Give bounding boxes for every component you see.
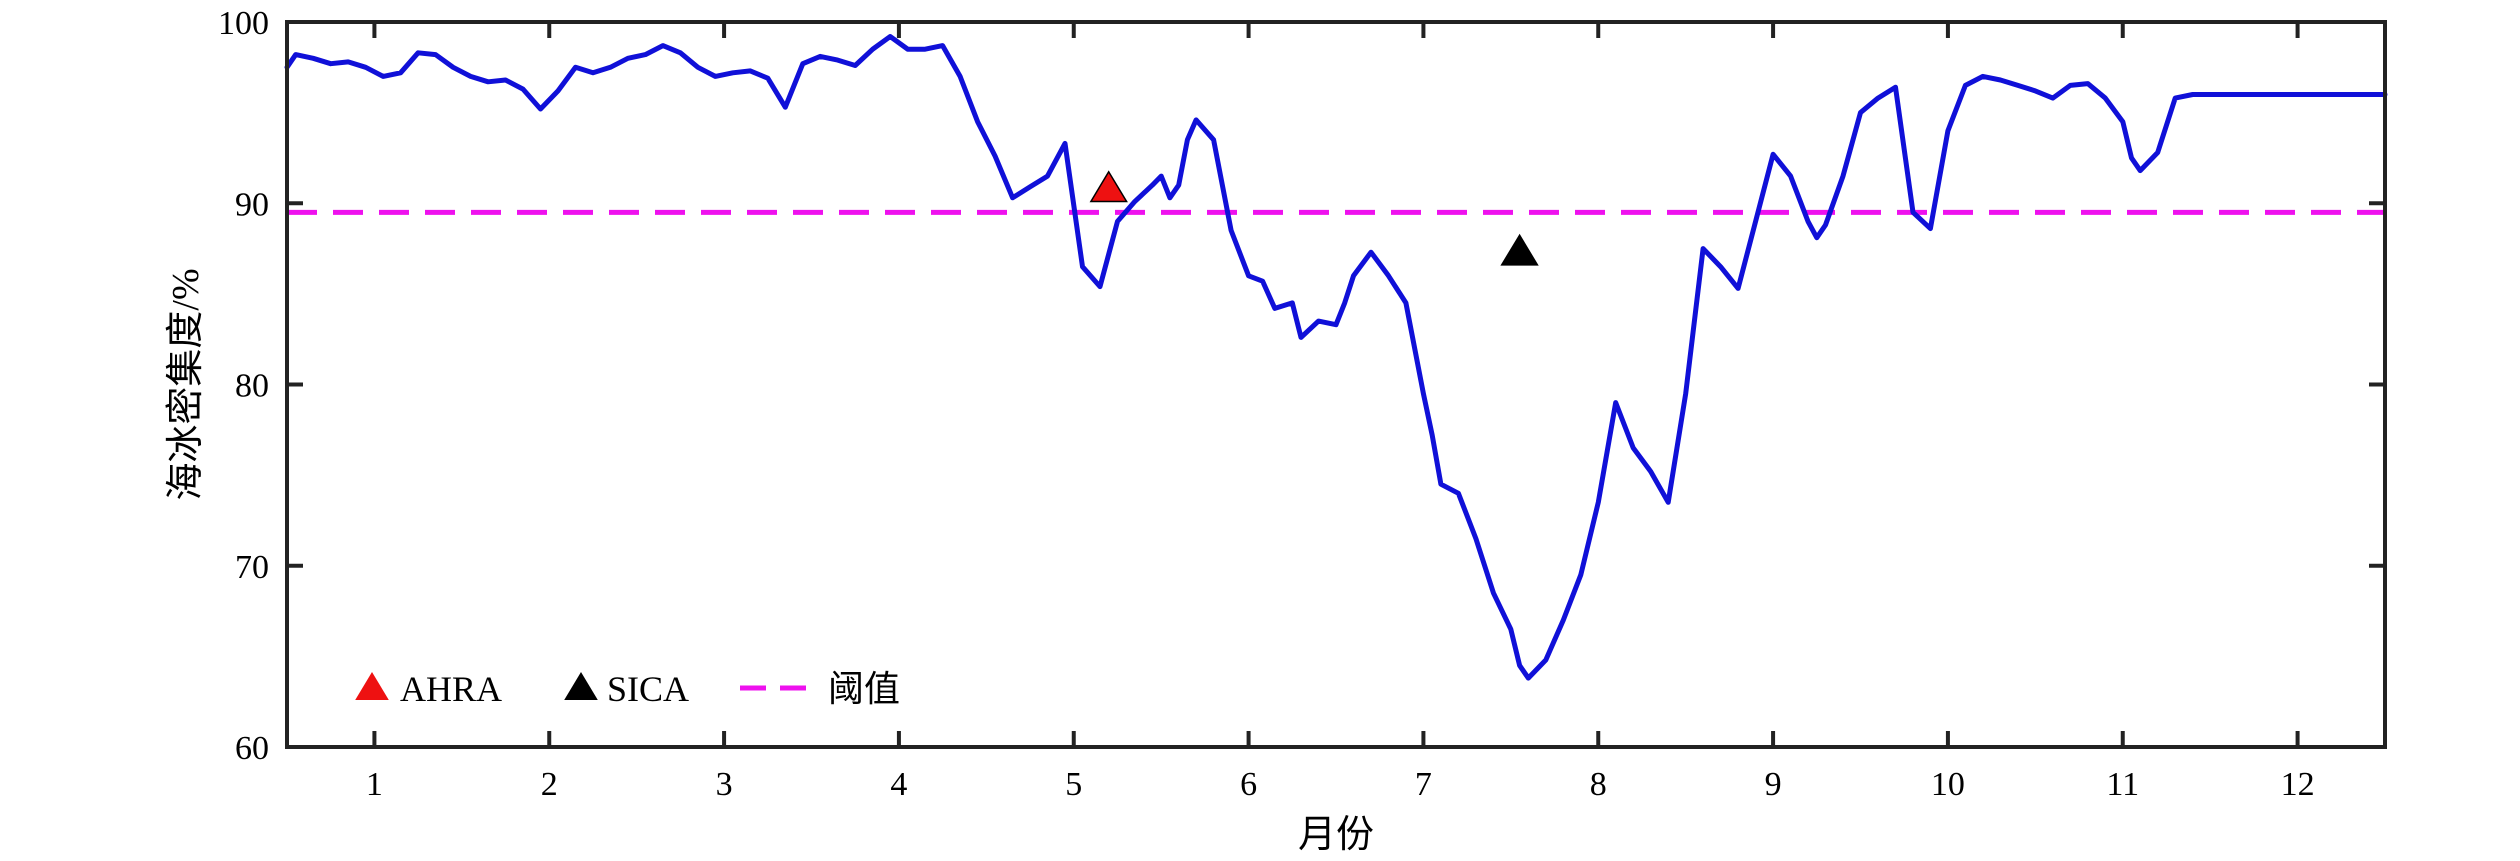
y-tick-label-100: 100 <box>218 5 269 42</box>
y-tick-label-70: 70 <box>235 549 269 586</box>
x-tick-label-7: 7 <box>1415 766 1432 803</box>
y-axis-title: 海冰密集度/% <box>165 268 207 500</box>
legend-label-threshold: 阈值 <box>828 669 900 709</box>
plot-marks <box>284 34 2388 681</box>
legend-swatch-sica <box>564 672 598 700</box>
marker-sica <box>1500 233 1539 266</box>
x-tick-label-1: 1 <box>366 766 383 803</box>
marker-ahra <box>1089 170 1128 203</box>
legend: AHRA SICA 阈值 <box>355 669 900 709</box>
legend-label-sica: SICA <box>607 669 689 709</box>
y-tick-label-80: 80 <box>235 368 269 405</box>
x-tick-label-10: 10 <box>1931 766 1965 803</box>
x-tick-label-8: 8 <box>1590 766 1607 803</box>
legend-swatch-ahra <box>355 672 389 700</box>
x-axis-title: 月份 <box>1298 814 1374 856</box>
legend-label-ahra: AHRA <box>400 669 502 709</box>
x-tick-label-9: 9 <box>1765 766 1782 803</box>
x-tick-label-3: 3 <box>716 766 733 803</box>
x-tick-label-5: 5 <box>1065 766 1082 803</box>
x-tick-label-2: 2 <box>541 766 558 803</box>
y-tick-label-90: 90 <box>235 186 269 223</box>
axes <box>285 20 2387 749</box>
y-tick-label-60: 60 <box>235 730 269 767</box>
plot-frame <box>285 20 2387 749</box>
x-tick-label-4: 4 <box>890 766 907 803</box>
x-tick-label-6: 6 <box>1240 766 1257 803</box>
x-tick-label-12: 12 <box>2281 766 2315 803</box>
x-tick-label-11: 11 <box>2106 766 2139 803</box>
series-line-0 <box>284 34 2388 681</box>
